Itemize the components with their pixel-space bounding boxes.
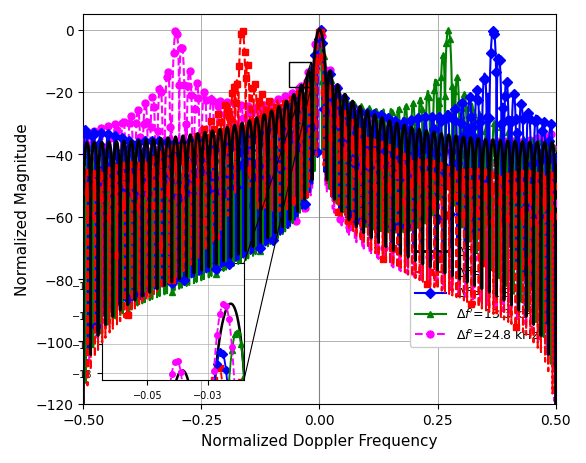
$\Delta f'$=0 kHz [104, 152, 111, 158]
$\Delta f'$=0 kHz [552, 432, 559, 438]
$\Delta f'$=11.8 kHz [80, 432, 87, 438]
$\Delta f'$=24.8 kHz [430, 136, 437, 141]
$\Delta f'$=5.1 kHz [552, 432, 559, 438]
$\Delta f'$=11.8 kHz [552, 432, 559, 438]
Bar [289, 63, 311, 88]
Line: $\Delta f'$=0 kHz: $\Delta f'$=0 kHz [83, 31, 556, 435]
$\Delta f'$=11.8 kHz [359, 141, 366, 146]
$\Delta f'$=0 kHz [80, 432, 87, 438]
Legend: $\Delta f'$=0 kHz, $\Delta f'$=5.1 kHz, $\Delta f'$=11.8 kHz, $\Delta f'$=13.3 k: $\Delta f'$=0 kHz, $\Delta f'$=5.1 kHz, … [410, 240, 545, 347]
$\Delta f'$=24.8 kHz [173, 28, 180, 33]
Line: $\Delta f'$=11.8 kHz: $\Delta f'$=11.8 kHz [80, 27, 559, 438]
$\Delta f'$=24.8 kHz [104, 134, 111, 140]
$\Delta f'$=11.8 kHz [104, 137, 111, 143]
$\Delta f'$=11.8 kHz [490, 28, 497, 33]
$\Delta f'$=5.1 kHz [251, 87, 258, 92]
$\Delta f'$=5.1 kHz [380, 165, 387, 170]
$\Delta f'$=5.1 kHz [80, 432, 87, 438]
$\Delta f'$=11.8 kHz [455, 136, 462, 142]
$\Delta f'$=5.1 kHz [316, 28, 323, 33]
Line: $\Delta f'$=13.3 kHz: $\Delta f'$=13.3 kHz [80, 27, 559, 438]
$\Delta f'$=5.1 kHz [455, 183, 462, 189]
Line: $\Delta f'$=5.1 kHz: $\Delta f'$=5.1 kHz [80, 27, 559, 438]
$\Delta f'$=0 kHz [359, 132, 366, 138]
$\Delta f'$=5.1 kHz [430, 176, 437, 182]
$\Delta f'$=11.8 kHz [430, 117, 437, 123]
$\Delta f'$=13.3 kHz [315, 28, 322, 33]
$\Delta f'$=24.8 kHz [455, 201, 462, 207]
$\Delta f'$=11.8 kHz [380, 187, 387, 192]
$\Delta f'$=13.3 kHz [104, 177, 111, 183]
$\Delta f'$=0 kHz [316, 28, 323, 33]
Y-axis label: Normalized Magnitude: Normalized Magnitude [15, 123, 30, 295]
$\Delta f'$=13.3 kHz [359, 122, 366, 128]
$\Delta f'$=13.3 kHz [251, 158, 258, 164]
$\Delta f'$=13.3 kHz [455, 96, 462, 101]
Line: $\Delta f'$=24.8 kHz: $\Delta f'$=24.8 kHz [80, 27, 559, 438]
$\Delta f'$=13.3 kHz [80, 432, 87, 438]
$\Delta f'$=24.8 kHz [380, 147, 387, 152]
$\Delta f'$=24.8 kHz [251, 119, 258, 124]
$\Delta f'$=13.3 kHz [380, 107, 387, 113]
$\Delta f'$=13.3 kHz [430, 102, 437, 107]
$\Delta f'$=5.1 kHz [359, 148, 366, 153]
$\Delta f'$=0 kHz [251, 135, 258, 140]
$\Delta f'$=0 kHz [430, 130, 437, 136]
$\Delta f'$=11.8 kHz [251, 136, 258, 142]
$\Delta f'$=24.8 kHz [359, 172, 366, 178]
$\Delta f'$=0 kHz [380, 120, 387, 126]
$\Delta f'$=24.8 kHz [552, 432, 559, 438]
$\Delta f'$=0 kHz [455, 159, 462, 165]
$\Delta f'$=24.8 kHz [80, 432, 87, 438]
$\Delta f'$=13.3 kHz [552, 432, 559, 438]
$\Delta f'$=5.1 kHz [104, 168, 111, 173]
X-axis label: Normalized Doppler Frequency: Normalized Doppler Frequency [201, 433, 438, 448]
